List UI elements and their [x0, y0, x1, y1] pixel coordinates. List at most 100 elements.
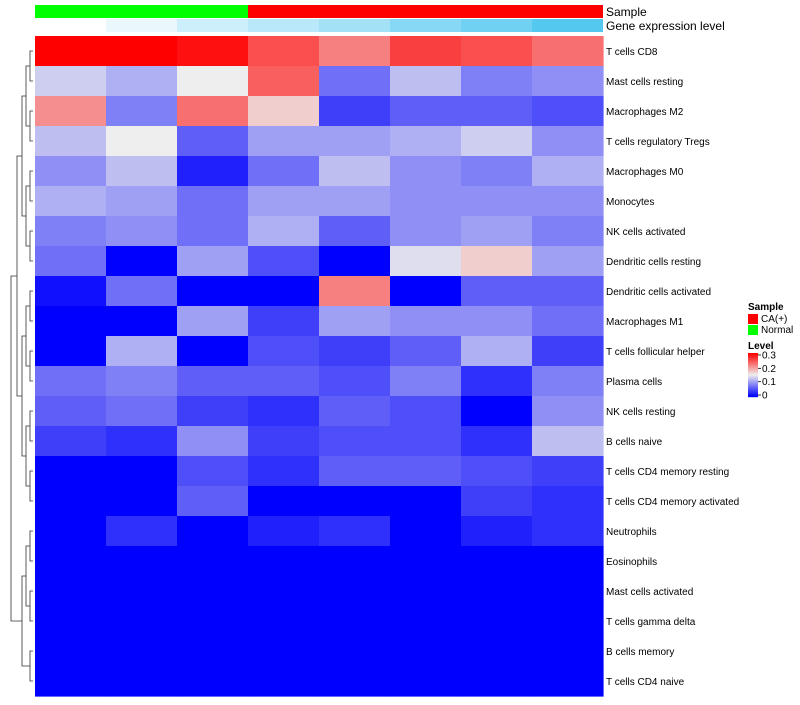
- heatmap-cell: [106, 96, 178, 127]
- heatmap-cell: [319, 186, 391, 217]
- heatmap-cell: [319, 366, 391, 397]
- heatmap-cell: [248, 216, 320, 247]
- heatmap-cell: [319, 606, 391, 637]
- row-label: Monocytes: [606, 197, 654, 208]
- heatmap-cell: [461, 576, 533, 607]
- sample-annotation-cell: [390, 5, 461, 18]
- heatmap-cell: [177, 96, 249, 127]
- dendrogram-branch: [29, 650, 33, 682]
- heatmap-cells: [35, 36, 604, 697]
- color-scale-segment: [748, 358, 758, 360]
- heatmap-cell: [532, 366, 604, 397]
- row-dendrogram: [10, 50, 33, 682]
- heatmap-cell: [177, 366, 249, 397]
- heatmap-cell: [35, 486, 107, 517]
- scale-tick-label: 0.1: [762, 377, 776, 388]
- sample-annotation-cell: [106, 5, 177, 18]
- heatmap-cell: [106, 426, 178, 457]
- dendrogram-branch: [29, 50, 33, 82]
- heatmap-cell: [532, 216, 604, 247]
- heatmap-cell: [177, 456, 249, 487]
- heatmap-cell: [390, 426, 462, 457]
- heatmap-cell: [319, 216, 391, 247]
- heatmap-cell: [177, 636, 249, 667]
- heatmap-cell: [106, 636, 178, 667]
- sample-annotation-cell: [35, 5, 106, 18]
- heatmap-cell: [461, 516, 533, 547]
- heatmap-cell: [177, 306, 249, 337]
- heatmap-cell: [177, 186, 249, 217]
- legend-title-level: Level: [748, 341, 774, 352]
- heatmap-cell: [390, 96, 462, 127]
- heatmap-cell: [390, 306, 462, 337]
- heatmap-cell: [461, 546, 533, 577]
- heatmap-cell: [390, 606, 462, 637]
- legend-title-sample: Sample: [748, 302, 784, 313]
- heatmap-cell: [319, 156, 391, 187]
- heatmap-cell: [35, 96, 107, 127]
- heatmap-cell: [390, 636, 462, 667]
- heatmap-cell: [532, 516, 604, 547]
- heatmap-cell: [461, 336, 533, 367]
- color-scale-segment: [748, 374, 758, 376]
- dendrogram-branch: [29, 350, 33, 382]
- heatmap-cell: [248, 96, 320, 127]
- heatmap-cell: [532, 486, 604, 517]
- color-scale-segment: [748, 390, 758, 392]
- color-scale-segment: [748, 383, 758, 385]
- heatmap-cell: [461, 396, 533, 427]
- sample-annotation-cell: [177, 5, 248, 18]
- heatmap-cell: [35, 456, 107, 487]
- heatmap-cell: [177, 426, 249, 457]
- heatmap-cell: [390, 486, 462, 517]
- dendrogram-branch: [29, 590, 33, 622]
- heatmap-cell: [177, 606, 249, 637]
- color-scale-segment: [748, 391, 758, 393]
- heatmap-cell: [248, 126, 320, 157]
- expression-annotation-cell: [461, 19, 532, 32]
- expression-annotation-cell: [319, 19, 390, 32]
- color-scale-segment: [748, 368, 758, 370]
- heatmap-cell: [177, 66, 249, 97]
- color-scale-segment: [748, 367, 758, 369]
- row-label: Plasma cells: [606, 377, 662, 388]
- heatmap-cell: [390, 276, 462, 307]
- expression-annotation-cell: [177, 19, 248, 32]
- heatmap-cell: [461, 666, 533, 697]
- heatmap-cell: [35, 186, 107, 217]
- color-scale-segment: [748, 357, 758, 359]
- color-scale-segment: [748, 377, 758, 379]
- heatmap-cell: [319, 246, 391, 277]
- row-label: Mast cells resting: [606, 77, 683, 88]
- heatmap-cell: [106, 36, 178, 67]
- heatmap-cell: [532, 396, 604, 427]
- heatmap-cell: [35, 576, 107, 607]
- dendrogram-branch: [25, 545, 30, 607]
- heatmap-cell: [461, 366, 533, 397]
- heatmap-cell: [106, 546, 178, 577]
- heatmap-cell: [177, 156, 249, 187]
- heatmap-cell: [319, 636, 391, 667]
- heatmap-cell: [319, 666, 391, 697]
- color-scale-segment: [748, 384, 758, 386]
- heatmap-cell: [461, 456, 533, 487]
- heatmap-cell: [248, 336, 320, 367]
- heatmap-cell: [106, 336, 178, 367]
- dendrogram-branch: [25, 65, 30, 127]
- heatmap-cell: [532, 666, 604, 697]
- heatmap-cell: [248, 666, 320, 697]
- heatmap-cell: [390, 546, 462, 577]
- row-label: NK cells resting: [606, 407, 675, 418]
- row-labels: T cells CD8 Mast cells resting Macrophages…: [606, 47, 739, 688]
- heatmap-cell: [248, 456, 320, 487]
- heatmap-cell: [248, 306, 320, 337]
- scale-tick-label: 0: [762, 391, 768, 402]
- color-scale-segment: [748, 362, 758, 364]
- expression-annotation-cell: [35, 19, 106, 32]
- heatmap-cell: [532, 426, 604, 457]
- heatmap-cell: [248, 186, 320, 217]
- dendrogram-branch: [21, 335, 26, 457]
- color-scale-segment: [748, 363, 758, 365]
